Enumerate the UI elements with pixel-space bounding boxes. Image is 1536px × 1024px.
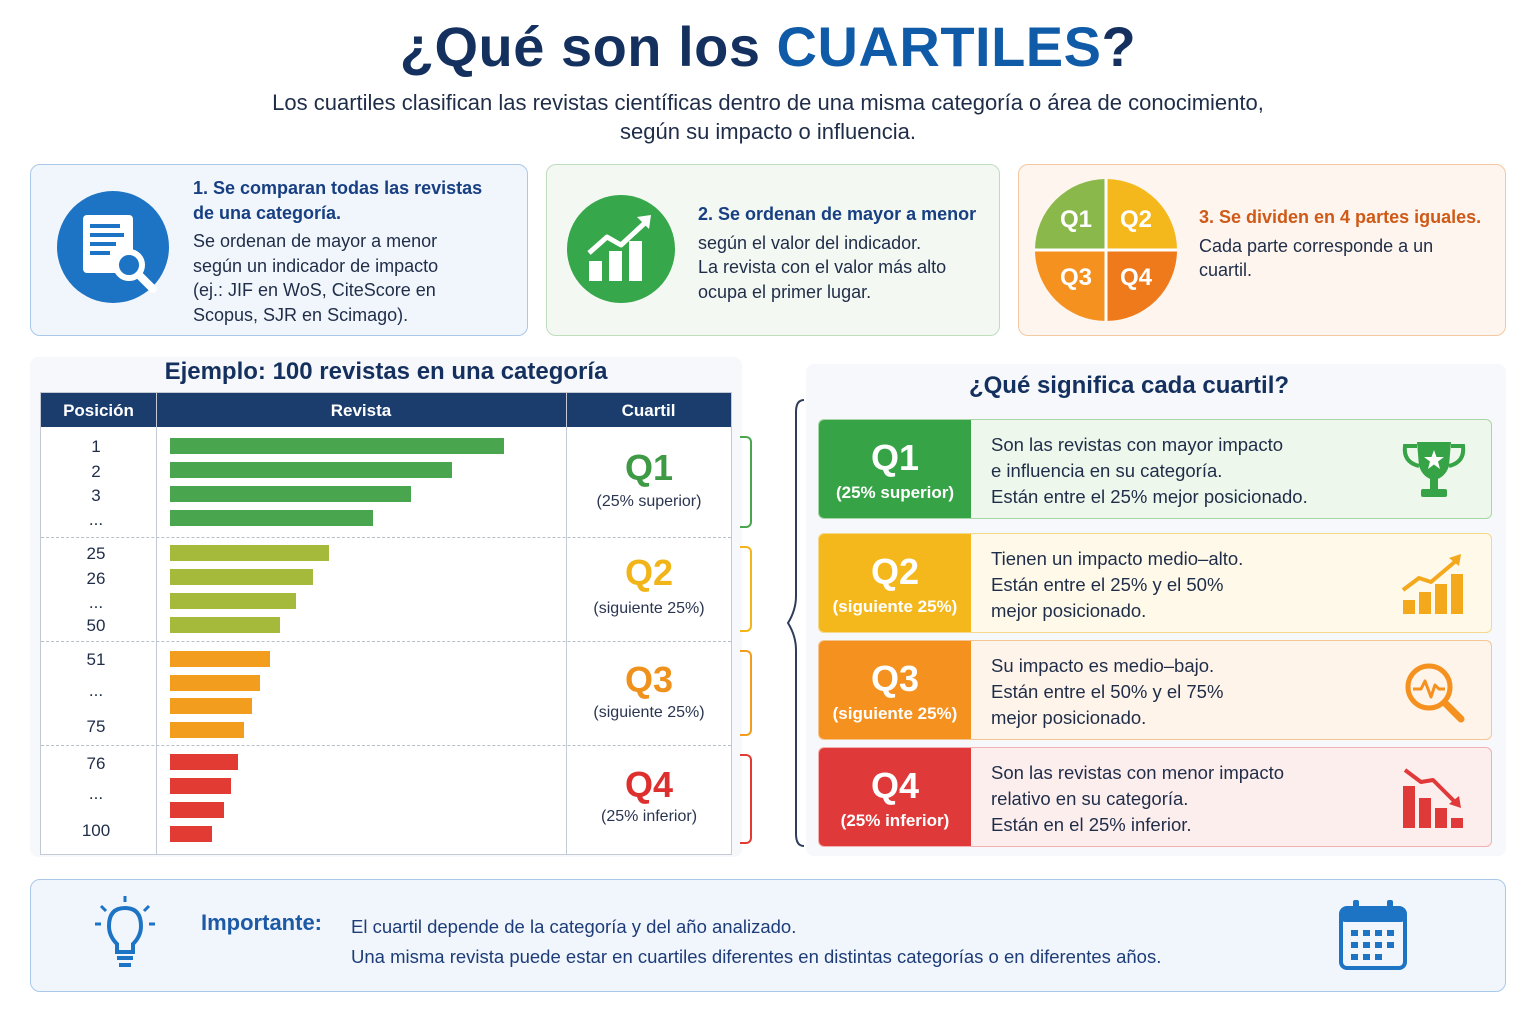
meaning-badge-q2: Q2 (siguiente 25%): [819, 534, 971, 632]
quartile-sublabel: (siguiente 25%): [593, 600, 705, 617]
bracket-q2: [740, 546, 752, 632]
pie-label-q4: Q4: [1119, 264, 1152, 291]
journal-bar: [170, 593, 296, 609]
quartile-group-q4: 76 ... 100 Q4 (25% inferior): [41, 745, 731, 854]
quartile-pie-icon: Q1 Q2 Q3 Q4: [1035, 179, 1177, 321]
quartile-sublabel: (siguiente 25%): [593, 704, 705, 721]
position-cell: 50: [86, 616, 106, 635]
journal-bar: [170, 651, 270, 667]
step-card-3: Q1 Q2 Q3 Q4 3. Se dividen en 4 partes ig…: [1018, 164, 1506, 336]
journal-bar: [170, 675, 260, 691]
step-3-heading: 3. Se dividen en 4 partes iguales.: [1199, 207, 1482, 227]
important-label: Importante:: [201, 910, 322, 935]
meaning-text-q2: Tienen un impacto medio–alto. Están entre…: [991, 548, 1244, 621]
position-cell: 100: [81, 821, 111, 840]
meaning-row-q2: Q2 (siguiente 25%) Tienen un impacto med…: [818, 533, 1492, 633]
quartile-group-q1: 1 2 3 ... Q1 (25% superior): [41, 427, 731, 537]
bracket-q3: [740, 650, 752, 736]
quartile-label-q3: Q3: [624, 659, 674, 700]
step-2-heading: 2. Se ordenan de mayor a menor: [698, 204, 977, 224]
journal-bar: [170, 545, 329, 561]
position-cell: 26: [86, 569, 106, 588]
journal-bar: [170, 510, 373, 526]
step-card-2: 2. Se ordenan de mayor a menor según el …: [546, 164, 1000, 336]
step-2-body: según el valor del indicador. La revista …: [698, 232, 947, 302]
quartile-group-q2: 25 26 ... 50 Q2 (siguiente 25%): [41, 537, 731, 641]
pie-label-q1: Q1: [1059, 206, 1092, 233]
quartile-label-q4: Q4: [624, 764, 674, 805]
calendar-icon: [1339, 900, 1407, 970]
rising-bars-icon: [1401, 554, 1463, 614]
meaning-row-q3: Q3 (siguiente 25%) Su impacto es medio–b…: [818, 640, 1492, 740]
meaning-title: ¿Qué significa cada cuartil?: [968, 372, 1290, 399]
lightbulb-icon: [95, 896, 155, 967]
position-cell: 2: [91, 462, 101, 481]
journal-bar: [170, 778, 231, 794]
page-subtitle: Los cuartiles clasifican las revistas ci…: [272, 90, 1264, 144]
bracket-q1: [740, 436, 752, 528]
position-cell: ...: [88, 681, 104, 700]
journal-bar: [170, 722, 244, 738]
journal-bar: [170, 569, 313, 585]
meaning-text-q1: Son las revistas con mayor impacto e infl…: [991, 434, 1308, 507]
meaning-badge-q3: Q3 (siguiente 25%): [819, 641, 971, 739]
position-cell: 1: [91, 437, 101, 456]
quartile-sublabel: (25% superior): [596, 493, 702, 510]
pie-label-q2: Q2: [1119, 206, 1152, 233]
falling-bars-icon: [1403, 768, 1463, 828]
position-cell: ...: [88, 784, 104, 803]
meaning-badge-q4: Q4 (25% inferior): [819, 748, 971, 846]
meaning-text-q3: Su impacto es medio–bajo. Están entre el …: [991, 655, 1224, 728]
position-cell: 25: [86, 544, 106, 563]
document-search-icon: [57, 191, 169, 303]
important-note: Importante: El cuartil depende de la cat…: [30, 879, 1506, 992]
journal-bar: [170, 486, 411, 502]
column-header-quartile: Cuartil: [621, 401, 676, 420]
table-header: Posición Revista Cuartil: [41, 393, 731, 427]
position-cell: 3: [91, 486, 101, 505]
step-card-1: 1. Se comparan todas las revistas de una …: [30, 164, 528, 336]
meaning-text-q4: Son las revistas con menor impacto relati…: [991, 762, 1285, 835]
journal-bar: [170, 438, 504, 454]
journal-bar: [170, 826, 212, 842]
growth-chart-icon: [567, 195, 675, 303]
important-text: El cuartil depende de la categoría y del…: [351, 916, 1162, 967]
position-cell: ...: [88, 593, 104, 612]
position-cell: 76: [86, 754, 106, 773]
quartile-group-q3: 51 ... 75 Q3 (siguiente 25%): [41, 641, 731, 745]
journal-bar: [170, 617, 280, 633]
step-1-body: Se ordenan de mayor a menor según un indi…: [193, 231, 439, 325]
journal-bar: [170, 698, 252, 714]
meaning-row-q4: Q4 (25% inferior) Son las revistas con m…: [818, 747, 1492, 847]
column-header-journal: Revista: [330, 401, 392, 420]
quartile-label-q1: Q1: [624, 447, 674, 488]
step-3-body: Cada parte corresponde a un cuartil.: [1199, 235, 1434, 281]
journal-bar: [170, 802, 224, 818]
meaning-row-q1: Q1 (25% superior) Son las revistas con m…: [818, 419, 1492, 519]
position-cell: 51: [86, 650, 106, 669]
column-header-position: Posición: [63, 401, 134, 420]
page-title: ¿Qué son los CUARTILES?: [399, 15, 1137, 78]
example-title: Ejemplo: 100 revistas en una categoría: [164, 358, 608, 385]
magnifier-pulse-icon: [1405, 663, 1465, 723]
meaning-badge-q1: Q1 (25% superior): [819, 420, 971, 518]
bracket-q4: [740, 754, 752, 844]
quartile-label-q2: Q2: [624, 552, 674, 593]
position-cell: 75: [86, 717, 106, 736]
pie-label-q3: Q3: [1059, 264, 1092, 291]
journal-bar: [170, 754, 238, 770]
step-1-heading: 1. Se comparan todas las revistas de una …: [193, 178, 483, 223]
curly-brace: [786, 399, 805, 847]
trophy-icon: [1402, 442, 1466, 497]
position-cell: ...: [88, 510, 104, 529]
quartile-sublabel: (25% inferior): [600, 808, 698, 825]
example-table: Posición Revista Cuartil 1 2 3 ... Q1 (2…: [40, 392, 732, 855]
journal-bar: [170, 462, 452, 478]
